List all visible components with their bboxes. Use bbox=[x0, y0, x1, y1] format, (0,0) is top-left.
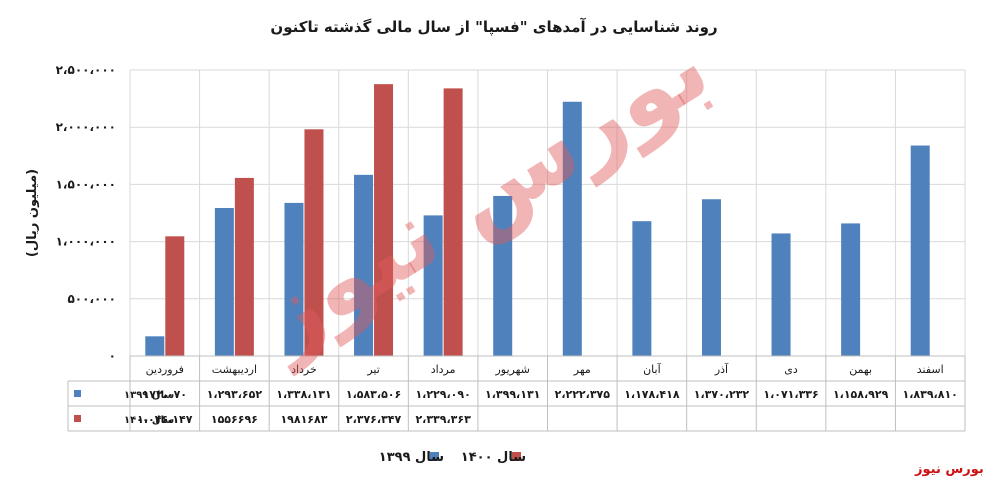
table-legend-key bbox=[74, 415, 81, 422]
data-label: ۱،۳۹۹،۱۳۱ bbox=[485, 388, 540, 401]
data-label: ۱،۵۸۳،۵۰۶ bbox=[346, 388, 401, 401]
bar-s1399 bbox=[493, 195, 513, 356]
table-legend-key bbox=[74, 390, 81, 397]
data-label: ۱،۱۷۸،۴۱۸ bbox=[624, 388, 680, 401]
data-label: ۱،۱۵۸،۹۲۹ bbox=[833, 388, 889, 401]
y-tick-label: ۰ bbox=[109, 349, 116, 363]
x-tick-label: اسفند bbox=[917, 363, 944, 376]
x-tick-label: اردیبهشت bbox=[212, 363, 257, 376]
data-label: ۱،۲۹۳،۶۵۲ bbox=[207, 388, 263, 401]
bar-s1400 bbox=[234, 177, 254, 356]
bar-s1399 bbox=[771, 233, 791, 356]
data-label: ۱،۸۳۹،۸۱۰ bbox=[903, 388, 958, 401]
x-tick-label: آذر bbox=[714, 362, 729, 376]
bar-s1399 bbox=[145, 336, 165, 356]
bar-s1399 bbox=[701, 199, 721, 356]
x-tick-label: مرداد bbox=[431, 363, 456, 376]
x-tick-label: مهر bbox=[573, 363, 591, 376]
legend-key bbox=[430, 452, 439, 461]
credit-label: بورس نیوز bbox=[915, 462, 984, 477]
data-label: ۱،۲۲۹،۰۹۰ bbox=[415, 388, 470, 401]
data-label: ۱۷۲،۰۷۰ bbox=[143, 388, 187, 401]
y-tick-label: ۲،۰۰۰،۰۰۰ bbox=[56, 120, 116, 134]
bar-s1399 bbox=[423, 215, 443, 356]
x-tick-label: فروردین bbox=[146, 363, 184, 376]
bar-s1399 bbox=[354, 174, 374, 356]
y-tick-label: ۵۰۰،۰۰۰ bbox=[67, 292, 116, 306]
table-series-name: سال ۱۴۰۰ bbox=[124, 415, 174, 426]
x-tick-label: خرداد bbox=[291, 363, 317, 376]
bar-s1399 bbox=[632, 221, 652, 356]
data-label: ۱،۰۴۶،۱۴۷ bbox=[137, 413, 193, 426]
x-tick-label: بهمن bbox=[849, 363, 872, 376]
x-tick-label: آبان bbox=[643, 362, 661, 376]
x-tick-label: شهریور bbox=[494, 363, 529, 376]
y-axis-label: (میلیون ریال) bbox=[25, 169, 40, 257]
y-tick-label: ۱،۰۰۰،۰۰۰ bbox=[56, 235, 116, 249]
data-label: ۱۵۵۶۶۹۶ bbox=[211, 413, 258, 426]
data-label: ۲،۲۲۲،۳۷۵ bbox=[555, 388, 611, 401]
chart-title: روند شناسایی در آمدهای "فسپا" از سال مال… bbox=[270, 18, 718, 36]
bar-s1399 bbox=[284, 202, 304, 356]
data-label: ۱،۳۷۰،۲۳۲ bbox=[694, 388, 750, 401]
y-tick-label: ۱،۵۰۰،۰۰۰ bbox=[56, 177, 116, 191]
legend-label: سال ۱۳۹۹ bbox=[379, 450, 444, 465]
table-series-name: سال ۱۳۹۹ bbox=[124, 390, 174, 401]
data-label: ۱،۰۷۱،۳۳۶ bbox=[763, 388, 818, 401]
bar-s1400 bbox=[443, 88, 463, 357]
data-label: ۱۹۸۱۶۸۳ bbox=[280, 413, 327, 426]
legend-key bbox=[512, 452, 521, 461]
x-tick-label: دی bbox=[784, 363, 798, 376]
bar-s1399 bbox=[910, 145, 930, 356]
bar-s1399 bbox=[214, 208, 234, 356]
y-tick-label: ۲،۵۰۰،۰۰۰ bbox=[56, 63, 116, 77]
bar-s1399 bbox=[841, 223, 861, 356]
data-label: ۱،۳۳۸،۱۳۱ bbox=[276, 388, 331, 401]
bar-s1400 bbox=[304, 129, 324, 356]
bar-s1399 bbox=[562, 101, 582, 356]
legend-label: سال ۱۴۰۰ bbox=[461, 450, 526, 465]
x-tick-label: تیر bbox=[366, 363, 379, 376]
data-label: ۲،۳۷۶،۳۴۷ bbox=[346, 413, 402, 426]
bar-s1400 bbox=[374, 84, 394, 356]
data-label: ۲،۳۳۹،۳۶۳ bbox=[415, 413, 471, 426]
bar-s1400 bbox=[165, 236, 185, 356]
